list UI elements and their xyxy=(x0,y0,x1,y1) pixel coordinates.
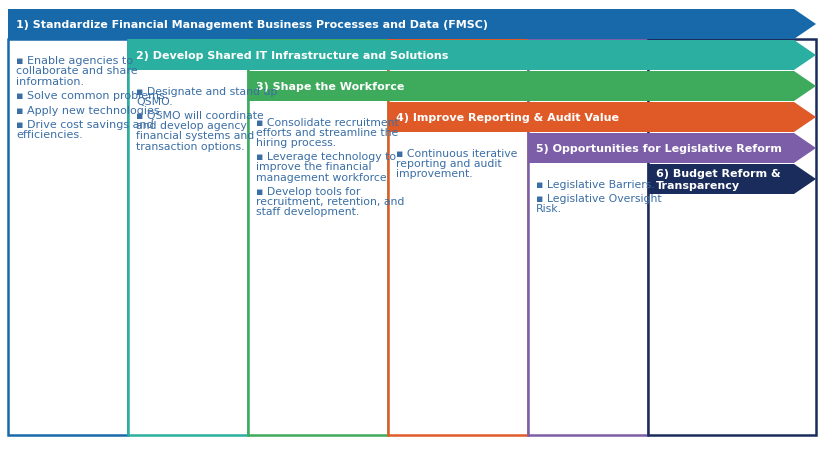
Text: hiring process.: hiring process. xyxy=(256,138,335,148)
Text: financial systems and: financial systems and xyxy=(136,131,254,141)
Text: 6) Budget Reform &
Transparency: 6) Budget Reform & Transparency xyxy=(655,169,780,190)
Polygon shape xyxy=(388,103,815,133)
Polygon shape xyxy=(128,41,815,71)
Text: ▪ Designate and stand up: ▪ Designate and stand up xyxy=(136,87,277,97)
Text: ▪ Continuous iterative: ▪ Continuous iterative xyxy=(396,149,517,159)
Text: 3) Shape the Workforce: 3) Shape the Workforce xyxy=(256,82,404,92)
Text: Risk.: Risk. xyxy=(536,204,561,214)
Text: ▪ Legislative Barriers.: ▪ Legislative Barriers. xyxy=(536,180,654,190)
Text: 5) Opportunities for Legislative Reform: 5) Opportunities for Legislative Reform xyxy=(536,144,781,154)
Polygon shape xyxy=(248,72,815,102)
Text: efficiencies.: efficiencies. xyxy=(16,130,83,140)
Text: ▪ Solve common problems.: ▪ Solve common problems. xyxy=(16,91,168,101)
FancyBboxPatch shape xyxy=(248,40,388,435)
Text: ▪ Legislative Oversight: ▪ Legislative Oversight xyxy=(536,194,661,203)
Text: 2) Develop Shared IT Infrastructure and Solutions: 2) Develop Shared IT Infrastructure and … xyxy=(136,51,448,61)
Text: ▪ Leverage technology to: ▪ Leverage technology to xyxy=(256,152,396,162)
Text: transaction options.: transaction options. xyxy=(136,142,244,151)
Text: staff development.: staff development. xyxy=(256,207,359,217)
Polygon shape xyxy=(8,10,815,40)
Text: reporting and audit: reporting and audit xyxy=(396,159,501,169)
Text: efforts and streamline the: efforts and streamline the xyxy=(256,128,397,138)
Polygon shape xyxy=(647,165,815,195)
Text: ▪ Enable agencies to: ▪ Enable agencies to xyxy=(16,56,132,66)
FancyBboxPatch shape xyxy=(8,40,128,435)
Text: ▪ QSMO will coordinate: ▪ QSMO will coordinate xyxy=(136,111,263,121)
Text: information.: information. xyxy=(16,76,84,86)
Text: 4) Improve Reporting & Audit Value: 4) Improve Reporting & Audit Value xyxy=(396,113,619,123)
Text: and develop agency: and develop agency xyxy=(136,121,247,131)
Text: 1) Standardize Financial Management Business Processes and Data (FMSC): 1) Standardize Financial Management Busi… xyxy=(16,20,488,30)
FancyBboxPatch shape xyxy=(388,40,527,435)
Text: ▪ Consolidate recruitment: ▪ Consolidate recruitment xyxy=(256,118,398,128)
Polygon shape xyxy=(527,134,815,164)
Text: ▪ Apply new technologies.: ▪ Apply new technologies. xyxy=(16,106,163,116)
Text: collaborate and share: collaborate and share xyxy=(16,66,137,76)
FancyBboxPatch shape xyxy=(128,40,248,435)
FancyBboxPatch shape xyxy=(647,40,815,435)
Text: ▪ Develop tools for: ▪ Develop tools for xyxy=(256,186,360,196)
Text: management workforce: management workforce xyxy=(256,172,386,182)
Text: QSMO.: QSMO. xyxy=(136,97,172,107)
FancyBboxPatch shape xyxy=(527,40,647,435)
Text: improvement.: improvement. xyxy=(396,169,472,179)
Text: recruitment, retention, and: recruitment, retention, and xyxy=(256,197,404,206)
Text: ▪ Drive cost savings and: ▪ Drive cost savings and xyxy=(16,120,153,130)
Text: improve the financial: improve the financial xyxy=(256,162,371,172)
